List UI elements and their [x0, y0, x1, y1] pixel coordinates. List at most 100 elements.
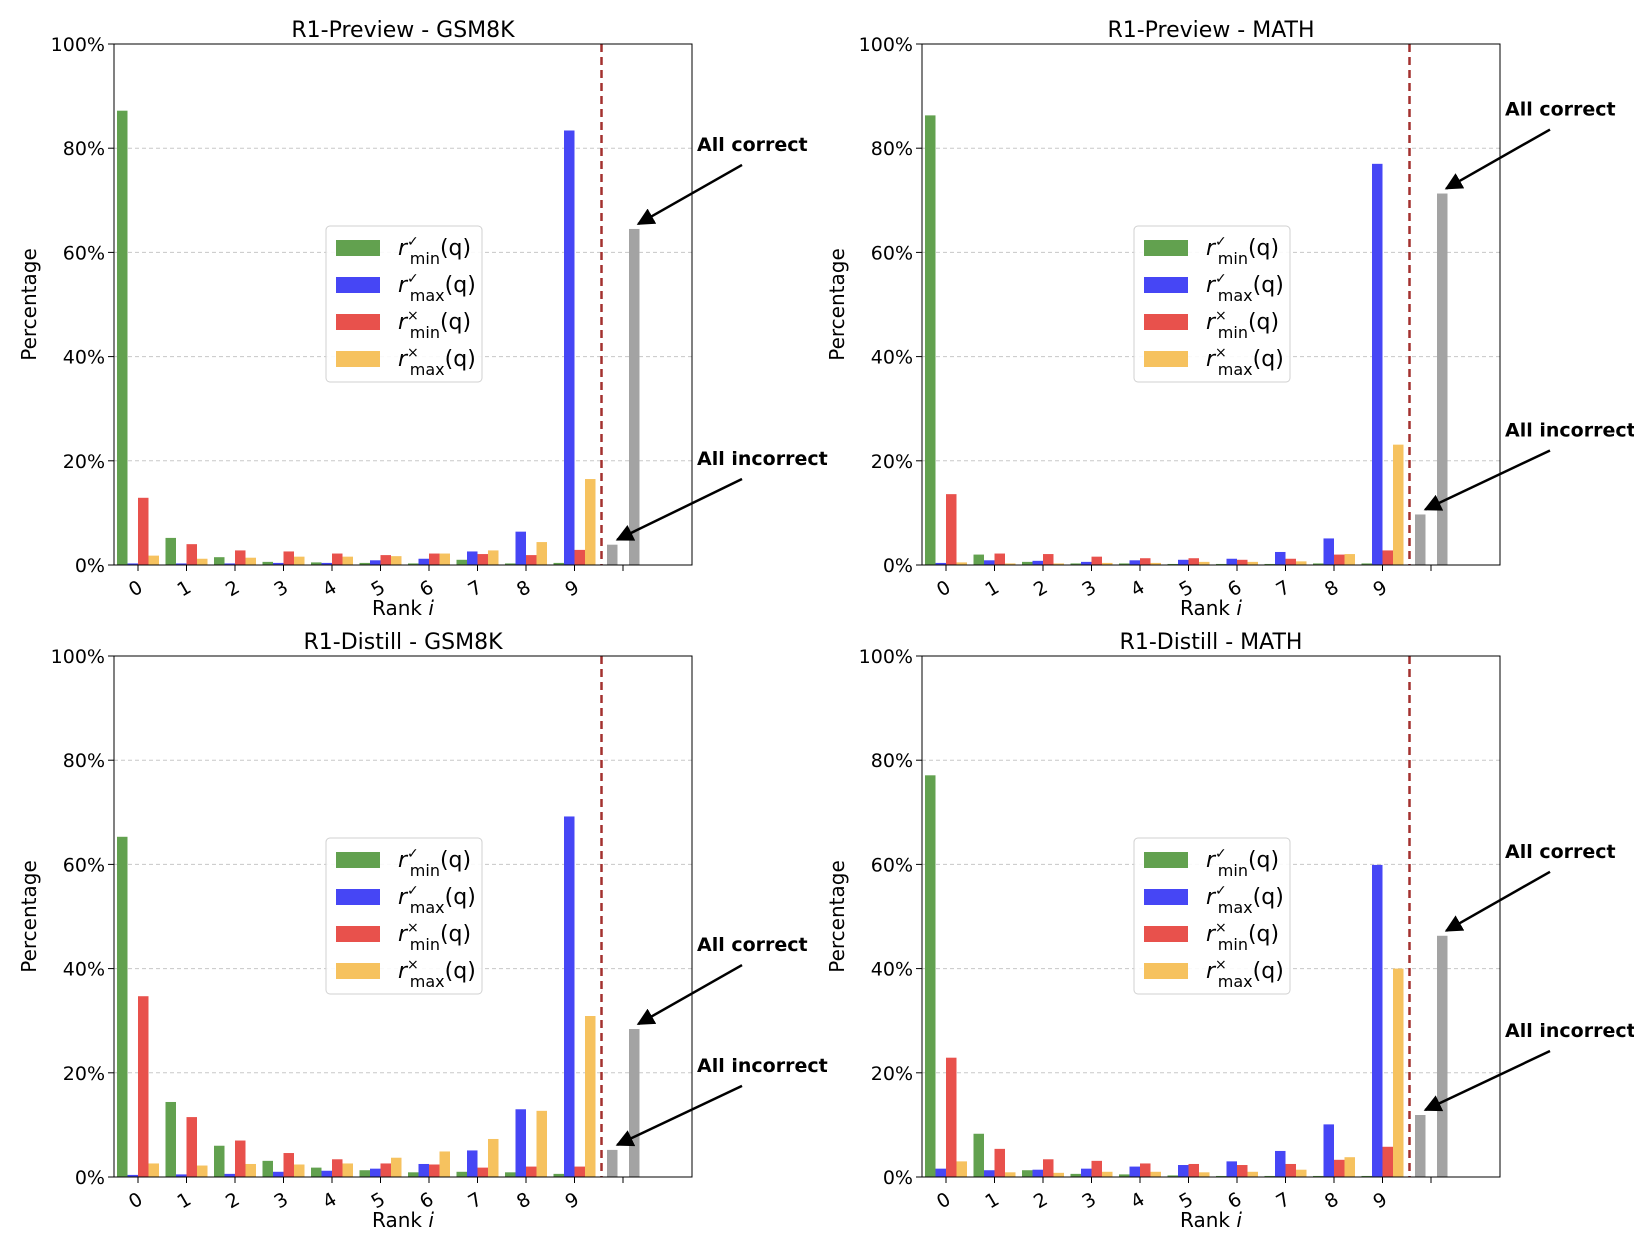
- bar-max-incorrect-rank-2: [1053, 1172, 1064, 1177]
- legend-swatch-max-correct: [336, 889, 380, 905]
- y-tick-label: 60%: [63, 854, 105, 876]
- bar-max-correct-rank-0: [935, 562, 946, 565]
- legend: r✓ min(q)r✓ max(q)r× min(q)r× max(q): [1133, 837, 1291, 995]
- bar-max-correct-rank-7: [467, 1150, 478, 1177]
- bar-min-correct-rank-6: [1216, 563, 1227, 565]
- bar-min-incorrect-rank-0: [946, 1057, 957, 1177]
- x-tick-label: 0: [125, 576, 146, 601]
- bar-max-incorrect-rank-1: [1005, 1172, 1016, 1177]
- bar-min-incorrect-rank-0: [138, 497, 149, 565]
- bar-min-correct-rank-3: [1070, 563, 1081, 565]
- legend-label-max-correct: r✓ max(q): [1206, 883, 1284, 917]
- bar-min-incorrect-rank-2: [235, 550, 246, 565]
- y-tick-label: 0%: [883, 555, 913, 577]
- x-tick-label: 0: [933, 576, 954, 601]
- bar-min-incorrect-rank-4: [1140, 1163, 1151, 1177]
- bar-max-correct-rank-5: [370, 1168, 381, 1177]
- bar-max-correct-rank-4: [1129, 1166, 1140, 1177]
- bar-all-incorrect: [1415, 514, 1426, 565]
- bar-min-correct-rank-4: [311, 1167, 322, 1177]
- legend-swatch-min-incorrect: [336, 926, 380, 942]
- bar-max-correct-rank-5: [370, 560, 381, 565]
- legend-swatch-min-correct: [336, 240, 380, 256]
- legend-swatch-max-incorrect: [336, 963, 380, 979]
- x-tick-label: 9: [562, 576, 583, 601]
- bar-max-correct-rank-4: [1129, 560, 1140, 565]
- bar-max-correct-rank-2: [224, 563, 235, 565]
- chart-title: R1-Distill - MATH: [1120, 630, 1303, 655]
- bar-min-correct-rank-7: [1264, 563, 1275, 565]
- x-tick-label: 1: [174, 576, 195, 601]
- x-tick-label: 8: [513, 576, 534, 601]
- bar-max-incorrect-rank-8: [536, 1110, 547, 1177]
- bar-min-incorrect-rank-7: [1285, 558, 1296, 565]
- chart-title: R1-Preview - GSM8K: [291, 18, 515, 43]
- bar-min-correct-rank-4: [1119, 563, 1130, 565]
- x-tick-label: 9: [1370, 576, 1391, 601]
- annotation-all-correct: All correct: [1505, 99, 1616, 121]
- bar-max-incorrect-rank-8: [1344, 554, 1355, 565]
- bar-min-incorrect-rank-6: [1237, 1165, 1248, 1177]
- bar-max-correct-rank-6: [418, 558, 429, 565]
- chart-panel-2: 0%20%40%60%80%100%0 1 2 3 4 5 6 7 8 9R1-Preview -…: [825, 18, 1634, 620]
- bar-min-correct-rank-8: [505, 563, 516, 565]
- bar-min-incorrect-rank-1: [994, 553, 1005, 565]
- bar-min-correct-rank-2: [1022, 561, 1033, 565]
- bar-min-correct-rank-0: [117, 836, 128, 1177]
- bar-max-correct-rank-6: [1226, 558, 1237, 565]
- legend-swatch-max-incorrect: [1144, 351, 1188, 367]
- bar-min-correct-rank-0: [117, 110, 128, 566]
- bar-min-incorrect-rank-3: [283, 1153, 294, 1177]
- bar-max-incorrect-rank-9: [585, 479, 596, 565]
- y-tick-label: 0%: [883, 1167, 913, 1189]
- bar-max-correct-rank-7: [1275, 551, 1286, 565]
- bar-max-incorrect-rank-7: [1296, 561, 1307, 565]
- bar-min-correct-rank-0: [925, 115, 936, 565]
- y-tick-label: 100%: [51, 34, 105, 56]
- bar-max-incorrect-rank-2: [245, 557, 256, 565]
- bar-min-incorrect-rank-6: [1237, 559, 1248, 565]
- x-tick-label: 1: [982, 576, 1003, 601]
- plot-frame: [921, 43, 1501, 566]
- y-tick-label: 80%: [871, 138, 913, 160]
- bar-max-correct-rank-8: [1323, 1124, 1334, 1177]
- y-tick-label: 40%: [871, 959, 913, 981]
- bar-min-correct-rank-1: [165, 537, 176, 565]
- y-tick-label: 40%: [63, 347, 105, 369]
- bar-min-incorrect-rank-3: [1091, 556, 1102, 565]
- x-tick-label: 4: [1127, 576, 1148, 601]
- y-tick-label: 40%: [871, 347, 913, 369]
- bar-max-incorrect-rank-4: [1150, 562, 1161, 565]
- bar-all-incorrect: [1415, 1115, 1426, 1177]
- legend: r✓ min(q)r✓ max(q)r× min(q)r× max(q): [1133, 225, 1291, 383]
- legend-label-min-correct: r✓ min(q): [398, 234, 471, 268]
- legend-swatch-min-incorrect: [1144, 926, 1188, 942]
- x-tick-label: 9: [562, 1188, 583, 1213]
- legend-label-min-correct: r✓ min(q): [1206, 846, 1279, 880]
- bar-max-correct-rank-9: [564, 130, 575, 565]
- x-tick-label: 8: [1321, 576, 1342, 601]
- bar-min-incorrect-rank-4: [332, 1159, 343, 1177]
- bar-max-correct-rank-3: [273, 562, 284, 565]
- legend-label-max-correct: r✓ max(q): [1206, 271, 1284, 305]
- bar-min-correct-rank-3: [262, 561, 273, 565]
- bar-min-correct-rank-1: [973, 1133, 984, 1177]
- bar-max-correct-rank-8: [1323, 538, 1334, 565]
- bar-min-incorrect-rank-1: [186, 1117, 197, 1177]
- x-axis-label: Rank i: [372, 1208, 434, 1232]
- bar-max-correct-rank-4: [321, 1170, 332, 1177]
- legend-swatch-min-correct: [1144, 852, 1188, 868]
- y-tick-label: 60%: [871, 854, 913, 876]
- bar-min-incorrect-rank-8: [526, 1166, 537, 1177]
- y-tick-label: 80%: [871, 750, 913, 772]
- bar-min-incorrect-rank-8: [1334, 554, 1345, 565]
- legend-swatch-max-incorrect: [1144, 963, 1188, 979]
- bar-all-correct: [629, 228, 640, 565]
- bar-max-incorrect-rank-1: [1005, 563, 1016, 565]
- bar-min-incorrect-rank-9: [574, 549, 585, 565]
- bar-min-correct-rank-1: [165, 1101, 176, 1177]
- bar-max-incorrect-rank-7: [488, 550, 499, 565]
- bar-min-incorrect-rank-5: [1188, 1163, 1199, 1177]
- bar-max-correct-rank-0: [127, 563, 138, 565]
- x-tick-label: 7: [465, 576, 486, 601]
